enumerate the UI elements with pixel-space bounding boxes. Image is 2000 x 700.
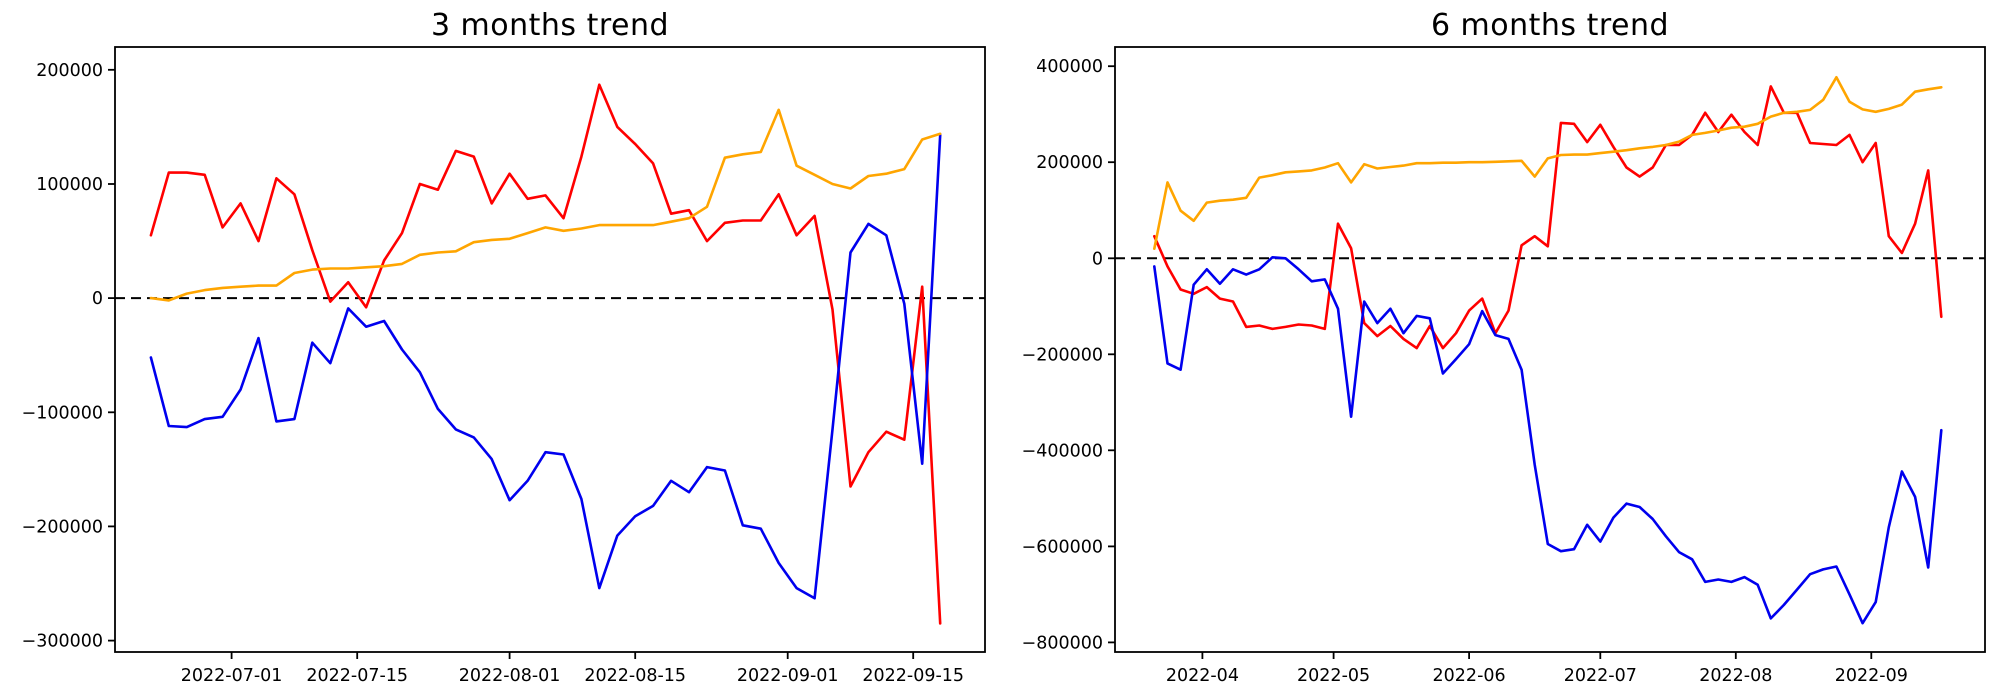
series-red-line: [1153, 85, 1943, 350]
x-tick-label: 2022-07: [1564, 666, 1637, 686]
x-tick-label: 2022-09: [1835, 666, 1908, 686]
x-tick-label: 2022-08-15: [584, 666, 686, 686]
y-tick-label: −200000: [22, 517, 103, 537]
chart-title-6-months: 6 months trend: [1430, 8, 1670, 43]
chart-title-3-months: 3 months trend: [430, 8, 670, 43]
x-tick-label: 2022-07-15: [306, 666, 408, 686]
series-red-line: [149, 83, 942, 625]
y-tick-label: −300000: [22, 632, 103, 652]
x-tick-label: 2022-08: [1699, 666, 1772, 686]
y-tick-label: 0: [92, 289, 103, 309]
x-tick-label: 2022-04: [1166, 666, 1239, 686]
y-tick-label: 0: [1092, 249, 1103, 269]
y-tick-label: −200000: [1022, 345, 1103, 365]
series-blue-line: [1153, 255, 1943, 625]
y-tick-label: 200000: [36, 61, 103, 81]
x-tick-label: 2022-09-01: [737, 666, 839, 686]
chart-canvas-3-months: 200000 100000 0 −100000 −200000 −300000 2022-0…: [22, 46, 986, 686]
x-tick-label: 2022-09-15: [862, 666, 964, 686]
y-tick-label: −400000: [1022, 441, 1103, 461]
plot-border: [1114, 46, 1986, 653]
y-tick-label: −600000: [1022, 537, 1103, 557]
x-tick-label: 2022-06: [1433, 666, 1506, 686]
y-tick-label: −800000: [1022, 633, 1103, 653]
chart-panel-6-months-trend: 6 months trend 400000 200000 0 −200000 −4000…: [1000, 0, 2000, 700]
series-blue-line: [149, 133, 942, 600]
chart-canvas-6-months: 400000 200000 0 −200000 −400000 −600000 −80000…: [1022, 46, 1986, 686]
chart-panel-3-months-trend: 3 months trend 200000 100000 0 −100000 −2000…: [22, 8, 986, 686]
y-tick-label: 200000: [1036, 153, 1103, 173]
series-orange-line: [1153, 76, 1943, 250]
series-orange-line: [149, 108, 942, 302]
x-tick-label: 2022-07-01: [181, 666, 283, 686]
plot-border: [114, 46, 986, 653]
y-tick-label: 400000: [1036, 57, 1103, 77]
x-tick-label: 2022-05: [1297, 666, 1370, 686]
y-tick-label: −100000: [22, 403, 103, 423]
y-tick-label: 100000: [36, 175, 103, 195]
x-tick-label: 2022-08-01: [459, 666, 561, 686]
